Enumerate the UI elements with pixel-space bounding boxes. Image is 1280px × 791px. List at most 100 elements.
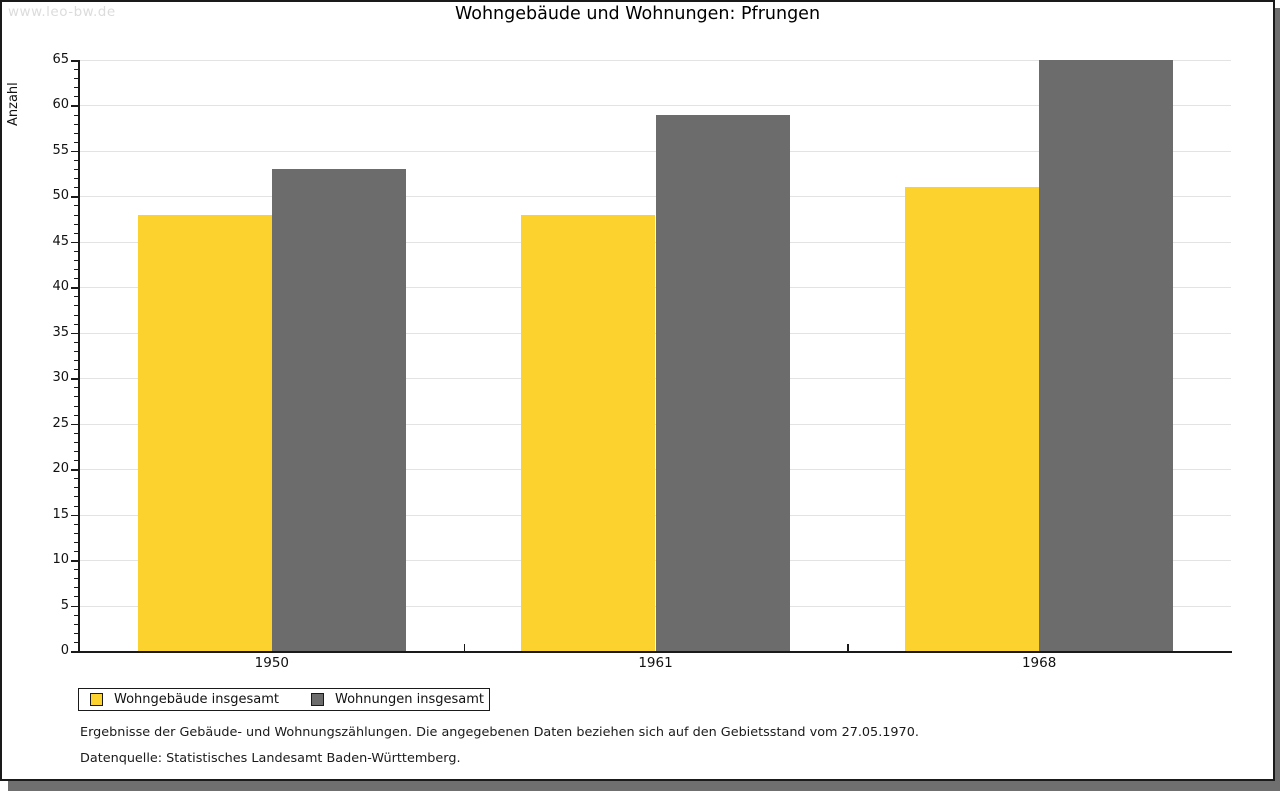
- y-tick-label: 60: [52, 97, 69, 113]
- y-minor-tick: [74, 478, 78, 480]
- y-major-tick: [71, 196, 78, 198]
- y-minor-tick: [74, 541, 78, 543]
- y-minor-tick: [74, 641, 78, 643]
- y-minor-tick: [74, 260, 78, 262]
- y-minor-tick: [74, 578, 78, 580]
- bar-wohnungen-insgesamt-1968: [1039, 60, 1174, 651]
- legend-label: Wohnungen insgesamt: [335, 692, 484, 707]
- y-minor-tick: [74, 232, 78, 234]
- y-minor-tick: [74, 587, 78, 589]
- y-minor-tick: [74, 414, 78, 416]
- y-minor-tick: [74, 432, 78, 434]
- y-major-tick: [71, 378, 78, 380]
- y-minor-tick: [74, 405, 78, 407]
- y-minor-tick: [74, 532, 78, 534]
- y-major-tick: [71, 560, 78, 562]
- y-minor-tick: [74, 214, 78, 216]
- y-minor-tick: [74, 496, 78, 498]
- y-tick-label: 55: [52, 142, 69, 158]
- y-minor-tick: [74, 314, 78, 316]
- bar-wohngeb-ude-insgesamt-1961: [521, 214, 656, 651]
- y-minor-tick: [74, 569, 78, 571]
- y-minor-tick: [74, 169, 78, 171]
- y-minor-tick: [74, 278, 78, 280]
- y-major-tick: [71, 469, 78, 471]
- frame-shadow-bottom: [8, 779, 1280, 791]
- y-minor-tick: [74, 323, 78, 325]
- y-minor-tick: [74, 623, 78, 625]
- y-minor-tick: [74, 269, 78, 271]
- y-minor-tick: [74, 223, 78, 225]
- y-minor-tick: [74, 250, 78, 252]
- y-minor-tick: [74, 205, 78, 207]
- y-minor-tick: [74, 350, 78, 352]
- chart-canvas: www.leo-bw.de Wohngebäude und Wohnungen:…: [2, 2, 1273, 779]
- legend-swatch-icon: [311, 693, 324, 706]
- y-major-tick: [71, 60, 78, 62]
- bar-wohnungen-insgesamt-1950: [271, 169, 407, 651]
- y-major-tick: [71, 605, 78, 608]
- y-major-tick: [71, 332, 78, 335]
- bar-wohnungen-insgesamt-1961: [655, 114, 790, 651]
- y-tick-label: 40: [52, 279, 69, 295]
- gridline: [80, 105, 1231, 107]
- y-axis-line: [78, 60, 80, 653]
- y-tick-label: 5: [60, 597, 69, 613]
- y-tick-label: 0: [60, 643, 69, 658]
- y-tick-label: 15: [52, 506, 69, 522]
- x-boundary-tick: [463, 644, 466, 651]
- y-minor-tick: [74, 441, 78, 443]
- x-tick-label: 1950: [254, 655, 289, 671]
- y-tick-label: 10: [52, 552, 69, 568]
- legend-label: Wohngebäude insgesamt: [114, 692, 279, 707]
- y-major-tick: [71, 514, 78, 517]
- y-minor-tick: [74, 341, 78, 343]
- y-minor-tick: [74, 396, 78, 398]
- y-tick-label: 35: [52, 324, 69, 340]
- y-minor-tick: [74, 96, 78, 98]
- y-axis-title: Anzahl: [6, 82, 21, 126]
- y-minor-tick: [74, 360, 78, 362]
- y-minor-tick: [74, 369, 78, 371]
- legend-swatch-icon: [90, 693, 103, 706]
- x-axis-line: [78, 651, 1232, 653]
- y-minor-tick: [74, 614, 78, 616]
- y-minor-tick: [74, 187, 78, 189]
- y-minor-tick: [74, 632, 78, 634]
- gridline: [80, 60, 1231, 61]
- y-minor-tick: [74, 305, 78, 307]
- x-tick-label: 1968: [1021, 655, 1057, 671]
- y-minor-tick: [74, 460, 78, 462]
- footnote-line: Ergebnisse der Gebäude- und Wohnungszähl…: [80, 725, 919, 740]
- y-tick-label: 50: [52, 188, 69, 204]
- y-major-tick: [71, 287, 78, 289]
- legend-box: Wohngebäude insgesamt Wohnungen insgesamt: [78, 688, 490, 711]
- y-minor-tick: [74, 523, 78, 525]
- y-minor-tick: [74, 387, 78, 389]
- y-minor-tick: [74, 296, 78, 298]
- y-minor-tick: [74, 69, 78, 71]
- y-minor-tick: [74, 487, 78, 489]
- y-tick-label: 45: [52, 233, 69, 249]
- x-tick-label: 1961: [638, 655, 673, 671]
- y-minor-tick: [74, 505, 78, 507]
- y-minor-tick: [74, 450, 78, 452]
- x-boundary-tick: [847, 644, 849, 651]
- legend-item: Wohngebäude insgesamt: [90, 692, 279, 707]
- y-minor-tick: [74, 141, 78, 143]
- bar-wohngeb-ude-insgesamt-1950: [137, 214, 272, 651]
- legend-item: Wohnungen insgesamt: [311, 692, 484, 707]
- y-minor-tick: [74, 87, 78, 89]
- y-major-tick: [71, 241, 78, 244]
- y-minor-tick: [74, 596, 78, 598]
- footnote-line: Datenquelle: Statistisches Landesamt Bad…: [80, 751, 461, 766]
- frame-shadow-right: [1274, 8, 1280, 791]
- watermark: www.leo-bw.de: [8, 4, 116, 20]
- y-minor-tick: [74, 78, 78, 80]
- y-tick-label: 20: [52, 461, 69, 477]
- y-minor-tick: [74, 132, 78, 134]
- y-minor-tick: [74, 550, 78, 552]
- bar-wohngeb-ude-insgesamt-1968: [904, 187, 1040, 651]
